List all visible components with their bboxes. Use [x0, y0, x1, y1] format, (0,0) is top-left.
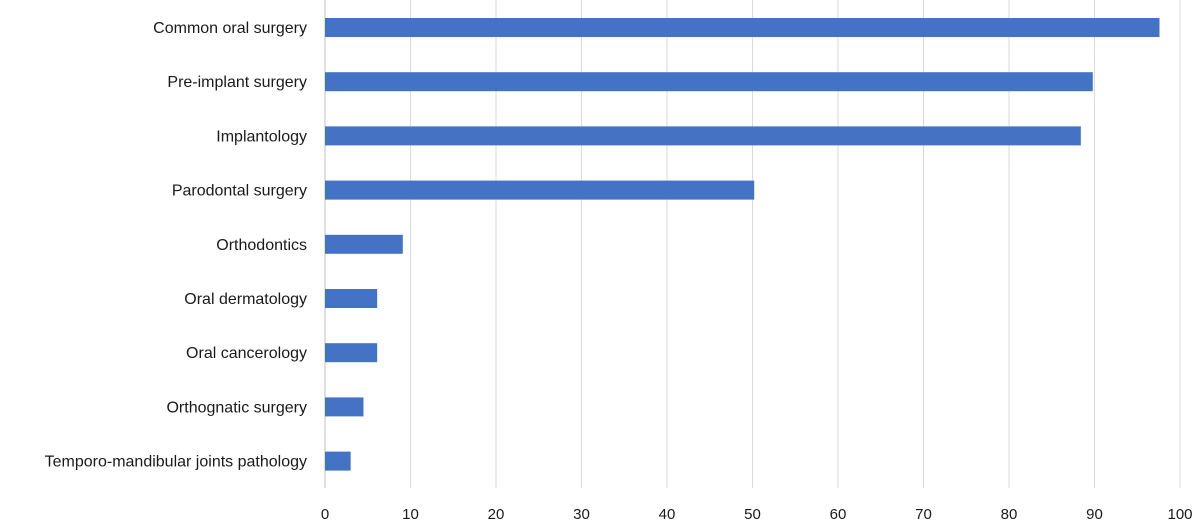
- bar: [325, 234, 403, 254]
- bars: [325, 18, 1160, 471]
- category-label: Orthodontics: [216, 237, 307, 254]
- bar: [325, 343, 378, 363]
- category-label: Oral dermatology: [184, 291, 307, 308]
- bar: [325, 451, 351, 471]
- bar: [325, 289, 378, 308]
- x-tick-label: 20: [488, 506, 505, 523]
- bar: [325, 72, 1093, 92]
- x-tick-label: 60: [830, 506, 847, 523]
- x-tick-label: 40: [659, 506, 676, 523]
- category-labels: Common oral surgery Pre-implant surgery Im…: [45, 20, 307, 471]
- bar: [325, 180, 755, 200]
- category-label: Temporo-mandibular joints pathology: [45, 454, 307, 471]
- category-label: Orthognatic surgery: [166, 399, 307, 416]
- x-tick-label: 100: [1167, 506, 1192, 523]
- bar: [325, 397, 364, 417]
- bar: [325, 18, 1160, 37]
- category-label: Oral cancerology: [186, 345, 307, 362]
- category-label: Implantology: [216, 128, 307, 145]
- x-tick-label: 50: [744, 506, 761, 523]
- x-tick-label: 0: [321, 506, 329, 523]
- x-tick-label: 80: [1001, 506, 1018, 523]
- x-tick-label: 90: [1086, 506, 1103, 523]
- x-tick-labels: 0 10 20 30 40 50 60 70 80 90 100: [321, 506, 1193, 523]
- category-label: Pre-implant surgery: [167, 74, 307, 91]
- x-tick-label: 10: [402, 506, 419, 523]
- x-tick-label: 30: [573, 506, 590, 523]
- x-tick-label: 70: [915, 506, 932, 523]
- bar: [325, 126, 1081, 146]
- category-label: Common oral surgery: [153, 20, 307, 37]
- category-label: Parodontal surgery: [172, 183, 307, 200]
